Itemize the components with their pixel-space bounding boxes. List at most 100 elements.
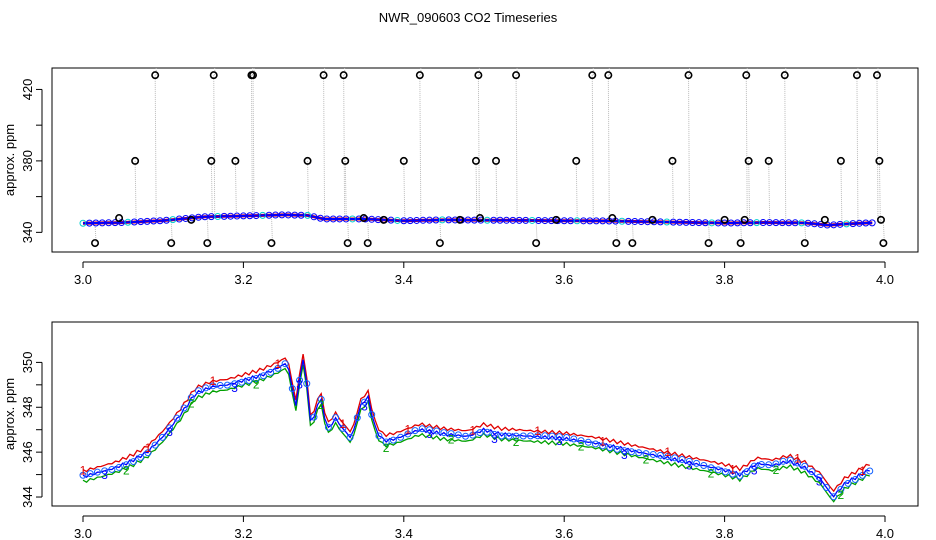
bottom-series-point [447,430,455,438]
top-outlier-point [379,215,388,224]
bottom-series-point [866,467,874,475]
bottom-series-point [389,436,397,444]
bottom-series-point [361,398,369,406]
bottom-series-point [202,384,210,392]
bottom-series-point [368,411,376,419]
bottom-series-point [685,457,693,465]
bottom-series-label-1: 1 [404,422,411,436]
bottom-x-tick-label: 3.2 [234,526,252,540]
top-outlier-point [704,239,713,248]
top-drop-line [876,75,879,223]
bottom-series-point [541,432,549,440]
bottom-series-point [678,455,686,463]
bottom-series-point [296,376,304,384]
top-outlier-point [532,239,541,248]
top-drop-line [344,160,347,219]
bottom-series-point [483,428,491,436]
top-outlier-point [415,71,424,80]
bottom-series-label-1: 1 [859,464,866,478]
bottom-series-label-3: 3 [816,475,823,489]
top-outlier-point [572,156,581,165]
bottom-series-point [700,462,708,470]
bottom-series-label-3: 3 [231,381,238,395]
top-outlier-point [552,215,561,224]
top-drop-line [784,75,787,223]
bottom-series-point [122,461,130,469]
bottom-series-point [505,432,513,440]
top-outlier-point [608,214,617,223]
top-outlier-point [742,71,751,80]
bottom-series-point [238,378,246,386]
bottom-series-label-2: 2 [123,464,130,478]
bottom-series-point [151,441,159,449]
bottom-series-point [736,472,744,480]
bottom-series-point [757,460,765,468]
bottom-series-point [310,413,318,421]
bottom-series-label-2: 2 [643,453,650,467]
bottom-series-label-3: 3 [361,399,368,413]
bottom-series-label-1: 1 [664,445,671,459]
top-drop-line [575,160,578,221]
top-drop-line [347,218,350,244]
top-outlier-point [399,156,408,165]
top-drop-line [252,75,255,216]
top-drop-line [419,75,422,221]
bottom-series-point [664,453,672,461]
bottom-series-point [209,382,217,390]
bottom-x-axis: 3.0 3.2 3.4 3.6 3.8 4.0 [74,515,894,540]
top-drop-line [234,160,237,217]
top-outlier-point [876,215,885,224]
bottom-series-point [642,450,650,458]
top-outlier-point [684,71,693,80]
bottom-series-point [158,433,166,441]
top-outlier-point [319,71,328,80]
top-drop-line [343,75,346,219]
bottom-series-label-2: 2 [708,467,715,481]
bottom-series-label-3: 3 [686,459,693,473]
bottom-series-point [779,457,787,465]
top-x-tick-label: 4.0 [876,272,894,287]
top-outlier-point [588,71,597,80]
bottom-series-point [519,432,527,440]
top-outlier-points [91,71,888,248]
bottom-series-point [527,432,535,440]
bottom-series-point [180,404,188,412]
top-outlier-point [879,239,888,248]
bottom-series-point [259,372,267,380]
top-outlier-point [339,71,348,80]
bottom-series-point [346,433,354,441]
bottom-series-point [786,456,794,464]
bottom-series-label-3: 3 [426,427,433,441]
top-drop-line [323,75,326,219]
top-outlier-point [744,156,753,165]
bottom-series-point [79,471,87,479]
bottom-series-label-1: 1 [469,423,476,437]
top-y-axis: 340 380 420 [20,79,43,243]
bottom-series-point [693,459,701,467]
bottom-series-point [656,451,664,459]
bottom-series-label-2: 2 [318,398,325,412]
bottom-series-point [548,432,556,440]
bottom-series-point [166,424,174,432]
bottom-series-point [570,435,578,443]
bottom-series-label-3: 3 [751,463,758,477]
top-outlier-point [740,215,749,224]
bottom-series-point [599,442,607,450]
bottom-series-label-3: 3 [296,378,303,392]
bottom-series-point [635,449,643,457]
top-outlier-point [115,214,124,223]
bottom-series-point [628,448,636,456]
bottom-series-label-2: 2 [773,463,780,477]
bottom-series-point [93,468,101,476]
bottom-series-point [86,470,94,478]
top-drop-line [250,75,253,216]
top-y-tick-label: 380 [20,150,35,172]
bottom-series-point [187,394,195,402]
bottom-series-label-1: 1 [340,417,347,431]
bottom-series-point [101,467,109,475]
top-outlier-point [455,215,464,224]
bottom-series-point [274,364,282,372]
top-drop-line [477,75,480,221]
bottom-series-point [173,414,181,422]
bottom-series-point [252,375,260,383]
